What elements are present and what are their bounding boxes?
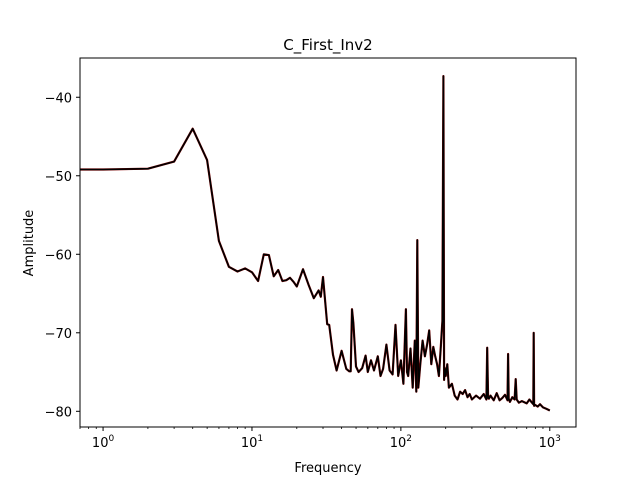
y-tick-label: −60	[45, 248, 72, 263]
plot-area	[80, 74, 551, 412]
axes-frame	[79, 57, 577, 428]
y-axis-label: Amplitude	[22, 210, 37, 277]
chart-title: C_First_Inv2	[283, 36, 372, 55]
x-axis: 100 101 102 103	[79, 427, 561, 451]
y-tick-label: −70	[45, 327, 72, 342]
y-tick-label: −50	[45, 170, 72, 185]
series-line	[80, 75, 551, 412]
y-tick-label: −80	[45, 405, 72, 420]
x-axis-label: Frequency	[294, 461, 361, 476]
y-axis: −40 −50 −60 −70 −80	[45, 91, 80, 420]
y-tick-label: −40	[45, 91, 72, 106]
